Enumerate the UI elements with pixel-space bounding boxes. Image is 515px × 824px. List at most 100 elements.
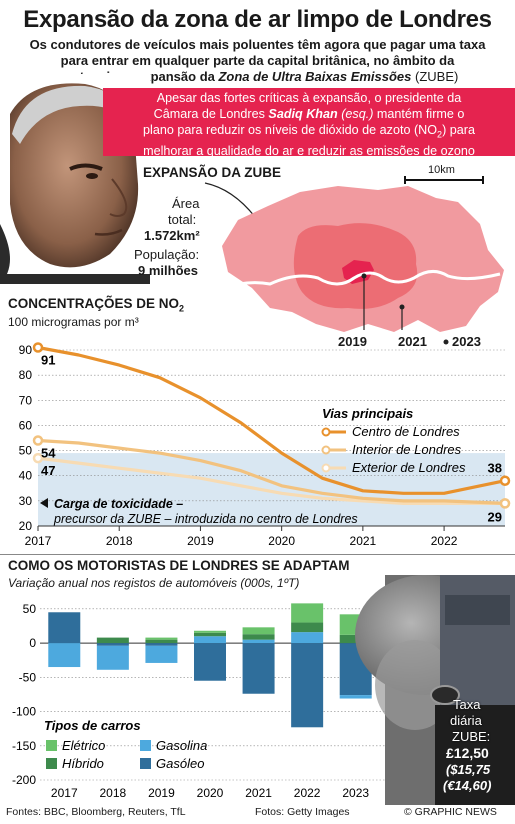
y-tick-label: 50 [19, 444, 33, 458]
bar-2019-0 [145, 643, 178, 646]
section-divider [0, 554, 515, 555]
x-tick-label: 2018 [106, 534, 133, 548]
series-start-label-2: 47 [41, 463, 55, 478]
series-line-1 [36, 438, 507, 505]
banner-line-3-a: plano para reduzir os níveis de dióxido … [143, 123, 438, 137]
series-start-marker-0 [32, 342, 44, 353]
y-tick-label: 30 [19, 494, 33, 508]
footer-sources: Fontes: BBC, Bloomberg, Reuters, TfL [6, 806, 186, 818]
banner-line-3: plano para reduzir os níveis de dióxido … [111, 122, 507, 143]
x-tick-label: 2020 [268, 534, 295, 548]
bar-legend-label-0: Gasóleo [156, 756, 204, 771]
bar-2022-3 [291, 603, 324, 623]
bar-2021-1 [242, 639, 275, 644]
bar-legend-label-2: Híbrido [62, 756, 104, 771]
y-tick-label: 70 [19, 393, 33, 407]
bar-x-tick-label: 2021 [245, 786, 272, 800]
map-scale-label: 10km [428, 164, 455, 176]
bar-2022-2 [291, 622, 324, 633]
banner-line-2-a: Câmara de Londres [153, 107, 269, 121]
no2-chart-ylabel: 100 microgramas por m³ [8, 315, 139, 329]
toxicity-annotation-a: Carga de toxicidade – [54, 497, 183, 511]
y-tick-label: 40 [19, 469, 33, 483]
bar-2023-1 [339, 695, 372, 699]
y-tick-label: 20 [19, 519, 33, 533]
bar-legend-title: Tipos de carros [44, 718, 141, 733]
banner-esq: (esq.) [337, 107, 374, 121]
legend-marker-1 [321, 445, 331, 455]
x-tick-label: 2017 [25, 534, 52, 548]
banner-line-2: Câmara de Londres Sadiq Khan (esq.) mant… [111, 106, 507, 122]
cars-chart-subtitle: Variação anual nos registos de automóvei… [8, 576, 300, 590]
no2-line-chart: 20 30 40 50 60 70 80 90 2017 2018 2019 2020 2021 2022… [19, 342, 511, 548]
zone-2019 [342, 260, 374, 284]
bar-2021-2 [242, 634, 275, 640]
zube-map [204, 182, 504, 345]
series-line-2 [36, 456, 507, 505]
map-year-2019: 2019 [338, 334, 367, 349]
subtitle-zube-abbr: (ZUBE) [411, 69, 459, 84]
y-tick-label: 90 [19, 343, 33, 357]
bar-legend-swatch-1 [140, 740, 151, 751]
bar-2019-3 [145, 637, 178, 640]
bar-legend-swatch-2 [46, 758, 57, 769]
bar-y-tick-label: -200 [12, 773, 36, 787]
bar-y-tick-label: -100 [12, 705, 36, 719]
bar-2020-1 [194, 636, 226, 644]
map-scale-bar [404, 176, 484, 184]
bar-legend-label-1: Gasolina [156, 738, 207, 753]
bar-2018-1 [96, 645, 129, 670]
series-start-marker-1 [32, 435, 44, 446]
toxicity-arrow [40, 498, 48, 508]
footer-credit: © GRAPHIC NEWS [404, 806, 497, 818]
bar-2017-0 [48, 612, 81, 644]
tax-value: £12,50 [446, 745, 489, 761]
tax-label-a: Taxa [453, 697, 481, 712]
banner-line-3-end: ) para [442, 123, 475, 137]
bar-y-tick-label: 0 [29, 636, 36, 650]
bar-2020-0 [194, 643, 226, 681]
tax-value-usd: ($15,75 [446, 762, 491, 777]
tax-label-b: diária [450, 713, 482, 728]
map-year-2021: 2021 [398, 334, 427, 349]
area-value: 1.572km² [144, 228, 200, 243]
bar-x-tick-label: 2017 [51, 786, 78, 800]
series-end-label-2: 29 [488, 509, 502, 524]
pointer-2023-dot [443, 339, 449, 345]
bar-2022-1 [291, 632, 324, 644]
footer-photos: Fotos: Getty Images [255, 806, 350, 818]
series-start-label-1: 54 [41, 446, 56, 461]
bar-2020-2 [194, 632, 226, 637]
bar-legend-swatch-3 [46, 740, 57, 751]
x-tick-label: 2022 [431, 534, 458, 548]
bar-2018-0 [96, 643, 129, 646]
legend-label-0: Centro de Londres [352, 424, 460, 439]
bar-x-tick-label: 2023 [342, 786, 369, 800]
exhaust-photo [355, 575, 515, 805]
pointer-2019-dot [361, 273, 367, 279]
y-tick-label: 60 [19, 418, 33, 432]
series-end-label-0: 38 [488, 461, 502, 476]
y-tick-label: 80 [19, 368, 33, 382]
bar-2021-0 [242, 643, 275, 694]
population-label: População: [134, 247, 200, 262]
bar-x-tick-label: 2020 [197, 786, 224, 800]
bar-2022-0 [291, 643, 324, 728]
bar-x-tick-label: 2019 [148, 786, 175, 800]
bar-x-tick-label: 2018 [100, 786, 127, 800]
x-tick-label: 2019 [187, 534, 214, 548]
bar-2019-1 [145, 645, 178, 663]
bar-2019-2 [145, 639, 178, 644]
river-thames [221, 270, 501, 290]
x-tick-label: 2021 [350, 534, 377, 548]
bar-legend-swatch-0 [140, 758, 151, 769]
area-label-2: total: [168, 212, 197, 227]
bar-2017-1 [48, 643, 81, 668]
banner-line-1: Apesar das fortes críticas à expansão, o… [156, 91, 462, 105]
bar-y-tick-label: 50 [23, 602, 37, 616]
series-line-0 [36, 345, 507, 495]
bar-2020-3 [194, 630, 226, 633]
toxicity-annotation-b: precursor da ZUBE – introduzida no centr… [53, 512, 358, 526]
pointer-2021-dot [399, 304, 405, 310]
legend-label-2: Exterior de Londres [352, 460, 466, 475]
